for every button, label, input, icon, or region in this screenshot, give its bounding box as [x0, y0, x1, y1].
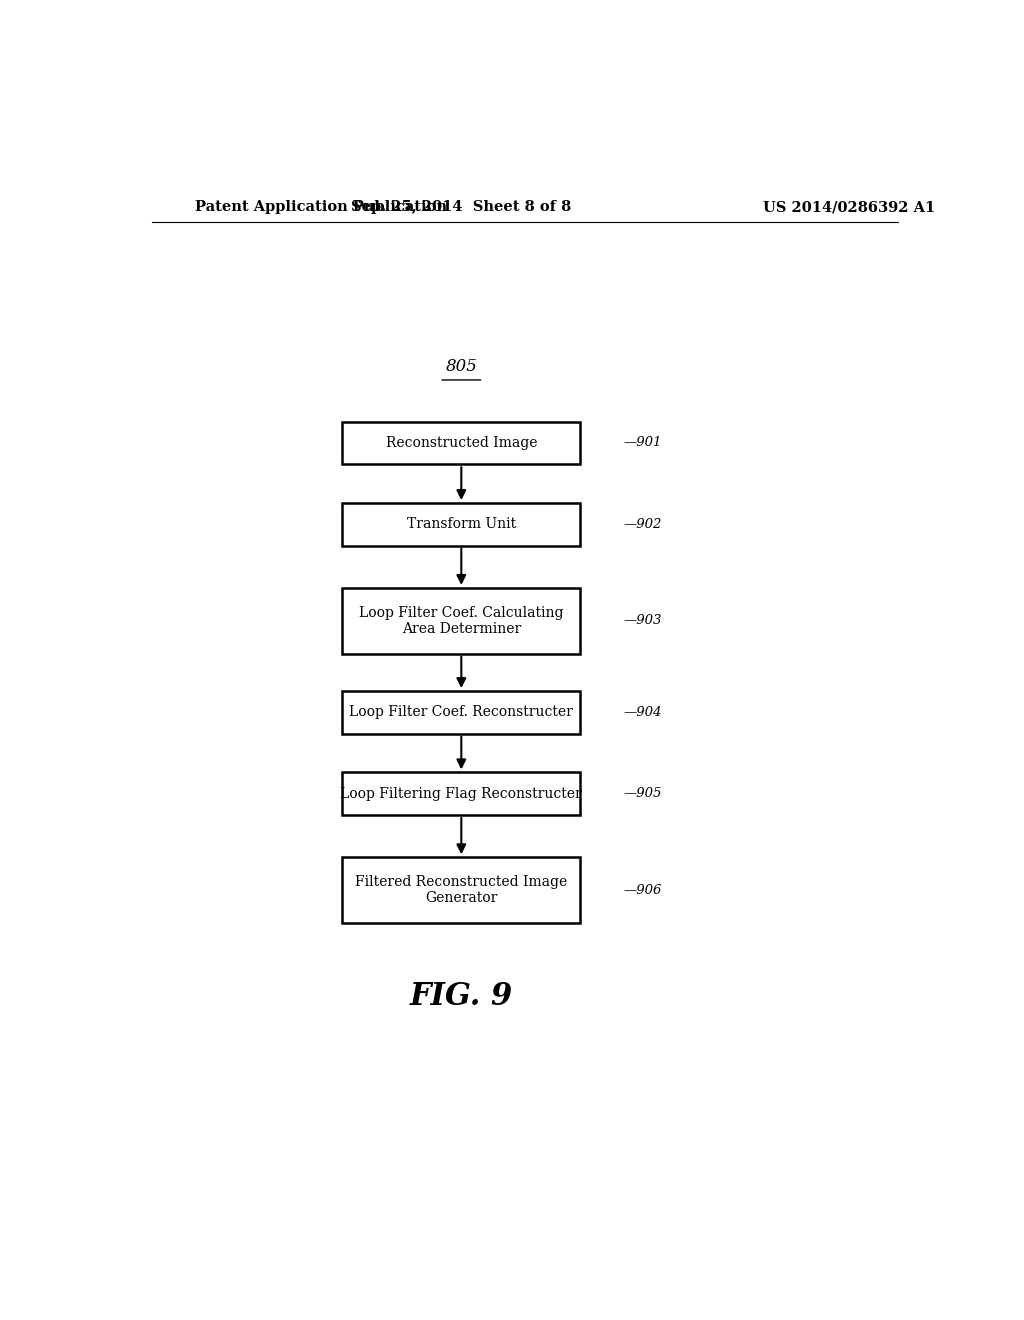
FancyBboxPatch shape	[342, 857, 581, 923]
Text: —905: —905	[624, 787, 663, 800]
Text: US 2014/0286392 A1: US 2014/0286392 A1	[763, 201, 935, 214]
Text: —904: —904	[624, 706, 663, 719]
Text: Loop Filter Coef. Calculating
Area Determiner: Loop Filter Coef. Calculating Area Deter…	[359, 606, 563, 636]
Text: —903: —903	[624, 614, 663, 627]
Text: Patent Application Publication: Patent Application Publication	[196, 201, 447, 214]
FancyBboxPatch shape	[342, 503, 581, 545]
Text: Sep. 25, 2014  Sheet 8 of 8: Sep. 25, 2014 Sheet 8 of 8	[351, 201, 571, 214]
FancyBboxPatch shape	[342, 772, 581, 814]
Text: —906: —906	[624, 883, 663, 896]
FancyBboxPatch shape	[342, 690, 581, 734]
Text: Loop Filter Coef. Reconstructer: Loop Filter Coef. Reconstructer	[349, 705, 573, 719]
Text: Loop Filtering Flag Reconstructer: Loop Filtering Flag Reconstructer	[340, 787, 583, 801]
Text: —901: —901	[624, 437, 663, 450]
Text: Filtered Reconstructed Image
Generator: Filtered Reconstructed Image Generator	[355, 875, 567, 906]
FancyBboxPatch shape	[342, 421, 581, 465]
Text: FIG. 9: FIG. 9	[410, 982, 513, 1012]
FancyBboxPatch shape	[342, 587, 581, 653]
Text: —902: —902	[624, 517, 663, 531]
Text: 805: 805	[445, 358, 477, 375]
Text: Transform Unit: Transform Unit	[407, 517, 516, 532]
Text: Reconstructed Image: Reconstructed Image	[386, 436, 537, 450]
